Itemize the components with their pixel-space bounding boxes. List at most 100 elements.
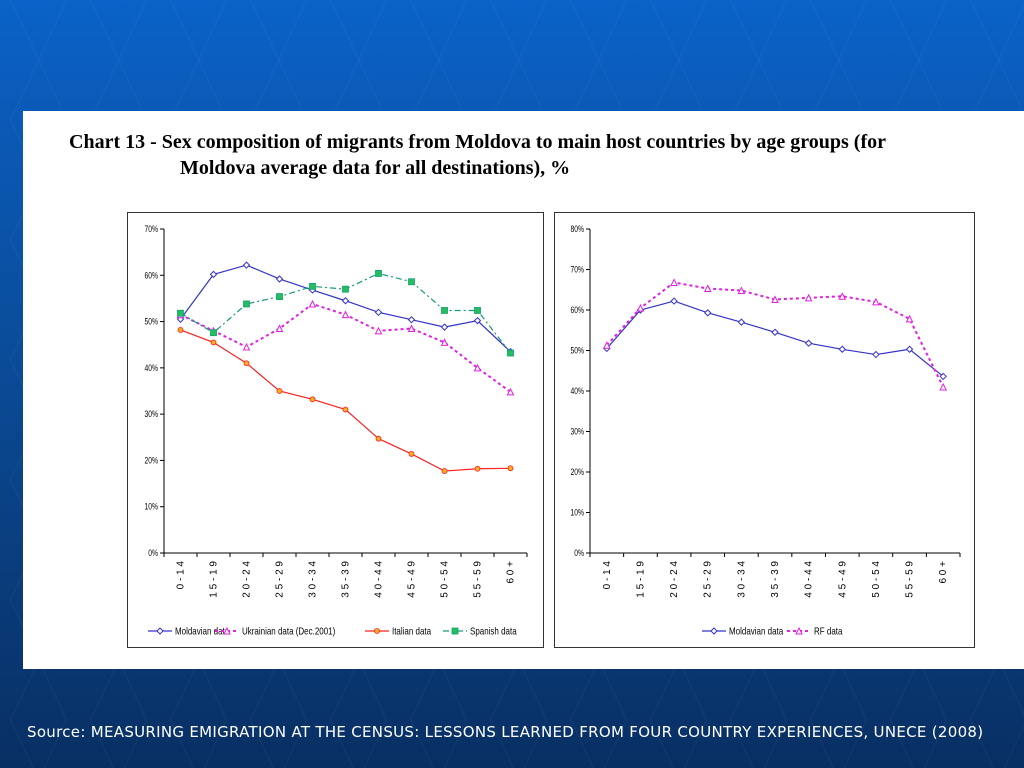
right-chart-legend-marker-1 <box>795 626 803 635</box>
left-chart-series-2-point <box>309 396 316 403</box>
left-chart-series-3-point <box>210 329 217 337</box>
right-chart-series-0-point <box>771 328 779 336</box>
left-chart-series-3-point <box>507 349 514 357</box>
left-chart-series-3-point <box>441 307 448 314</box>
left-chart-series-2-point <box>441 468 448 474</box>
left-chart-series-1-point <box>374 326 383 335</box>
left-chart-series-0-point <box>341 297 350 305</box>
left-chart-series-1-point <box>407 324 416 333</box>
left-chart-legend-label-0: Moldavian data <box>175 626 230 637</box>
right-chart-ytick-label: 60% <box>571 305 584 315</box>
right-chart-series-0-point <box>905 345 914 353</box>
left-chart-series-3-point <box>375 270 382 277</box>
left-chart-ytick-label: 0% <box>148 548 158 558</box>
right-chart-series-0-point <box>670 297 678 305</box>
left-chart-ytick-label: 40% <box>145 363 158 373</box>
chart-panel: Chart 13 - Sex composition of migrants f… <box>23 111 1024 669</box>
left-chart-xtick-label: 6 0 + <box>506 561 517 584</box>
left-chart-ytick-label: 60% <box>145 270 158 280</box>
left-chart-series-3-point <box>276 293 283 300</box>
left-chart-series-2-point <box>474 465 481 472</box>
left-chart-xtick-label: 4 0 - 4 4 <box>374 561 385 598</box>
left-chart-ytick-label: 70% <box>145 224 158 234</box>
right-chart-xtick-label: 2 0 - 2 4 <box>669 561 680 598</box>
left-chart-series-0-point <box>209 270 218 279</box>
left-chart-ytick-label: 20% <box>145 456 158 466</box>
right-chart-xtick-label: 0 - 1 4 <box>602 561 613 590</box>
right-chart-series-line-1 <box>606 281 945 388</box>
left-chart-series-0-point <box>242 261 251 269</box>
left-chart-series-2-point <box>507 465 514 472</box>
right-chart-ytick-label: 40% <box>571 386 584 396</box>
right-chart-series-1-point <box>737 286 746 295</box>
chart-title-line1: Chart 13 - Sex composition of migrants f… <box>69 131 887 153</box>
left-chart-xtick-label: 5 0 - 5 4 <box>440 561 451 598</box>
left-chart-series-3-point <box>177 309 184 317</box>
right-chart-series-0-point <box>704 309 712 317</box>
left-chart-legend-label-1: Ukrainian data (Dec.2001) <box>242 626 335 637</box>
right-chart-series-1-point <box>838 292 847 300</box>
left-chart-series-0-point <box>440 323 449 331</box>
right-chart-ytick-label: 70% <box>571 265 584 275</box>
right-chart-legend-marker-0 <box>710 627 718 635</box>
right-chart-xtick-label: 2 5 - 2 9 <box>703 561 714 598</box>
left-chart-series-3-point <box>474 307 481 314</box>
left-chart-xtick-label: 0 - 1 4 <box>176 561 187 590</box>
right-chart-legend-label-0: Moldavian data <box>729 626 784 637</box>
right-chart-xtick-label: 6 0 + <box>938 561 949 584</box>
right-chart-series-0-point <box>737 318 746 326</box>
right-chart-series-0-point <box>872 350 880 359</box>
left-chart-series-2-point <box>276 388 283 394</box>
right-chart-series-1-point <box>771 295 779 303</box>
left-chart-series-1-point <box>341 310 350 319</box>
left-chart-series-1-point <box>275 324 284 333</box>
left-chart-series-0-point <box>275 275 284 283</box>
right-chart-series-0-point <box>838 345 846 353</box>
left-chart-series-1-point <box>506 387 515 396</box>
chart-title: Chart 13 - Sex composition of migrants f… <box>69 129 1019 181</box>
right-chart-series-0-point <box>939 372 947 381</box>
right-chart-series-1-point <box>703 284 712 293</box>
right-chart-ytick-label: 50% <box>571 346 584 356</box>
left-chart-xtick-label: 4 5 - 4 9 <box>407 561 418 598</box>
chart-title-line2: Moldova average data for all destination… <box>180 157 571 179</box>
left-chart-legend-marker-0 <box>156 627 164 635</box>
left-chart-series-0-point <box>473 316 482 325</box>
right-chart-xtick-label: 3 0 - 3 4 <box>736 561 747 598</box>
right-chart-series-1-point <box>804 293 813 302</box>
right-chart-series-1-point <box>872 297 880 306</box>
left-chart-series-1-point <box>440 338 449 346</box>
left-chart-series-1-point <box>308 299 317 308</box>
right-chart-series-1-point <box>670 278 678 286</box>
right-chart-xtick-label: 4 0 - 4 4 <box>804 561 815 598</box>
left-chart-series-3-point <box>342 285 349 293</box>
right-chart-series-1-point <box>603 341 611 349</box>
left-chart-xtick-label: 2 0 - 2 4 <box>242 561 253 598</box>
right-chart-xtick-label: 1 5 - 1 9 <box>635 561 646 598</box>
left-chart-legend-label-2: Italian data <box>392 626 432 637</box>
left-chart-ytick-label: 50% <box>145 317 158 327</box>
right-chart: 0% 10% 20% 30% 40% 50% 60% 70% 80% 0 - 1 4 1 5 - 1… <box>554 212 975 648</box>
left-chart-series-line-2 <box>180 329 511 472</box>
left-chart-series-0-point <box>374 308 383 317</box>
left-chart-xtick-label: 5 5 - 5 9 <box>473 561 484 598</box>
left-chart-series-2-point <box>243 360 250 367</box>
left-chart-legend-marker-2 <box>374 628 380 634</box>
left-chart-series-2-point <box>408 451 415 457</box>
left-chart-xtick-label: 2 5 - 2 9 <box>275 561 286 598</box>
right-chart-svg: 0% 10% 20% 30% 40% 50% 60% 70% 80% 0 - 1 4 1 5 - 1… <box>571 224 961 637</box>
left-chart-series-2-point <box>210 339 217 346</box>
right-chart-series-line-0 <box>606 300 944 377</box>
left-chart-series-3-point <box>309 282 316 290</box>
left-chart-series-2-point <box>342 406 349 413</box>
right-chart-xtick-label: 5 5 - 5 9 <box>905 561 916 598</box>
right-chart-legend-label-1: RF data <box>814 626 843 637</box>
left-chart-ytick-label: 10% <box>145 502 158 512</box>
left-chart-legend-label-3: Spanish data <box>470 626 518 637</box>
left-chart-series-2-point <box>375 435 382 442</box>
right-chart-ytick-label: 10% <box>571 508 584 518</box>
left-chart-legend-marker-3 <box>451 627 459 635</box>
left-chart-series-3-point <box>243 300 250 308</box>
left-chart-series-2-point <box>177 327 184 333</box>
right-chart-series-0-point <box>804 339 813 347</box>
